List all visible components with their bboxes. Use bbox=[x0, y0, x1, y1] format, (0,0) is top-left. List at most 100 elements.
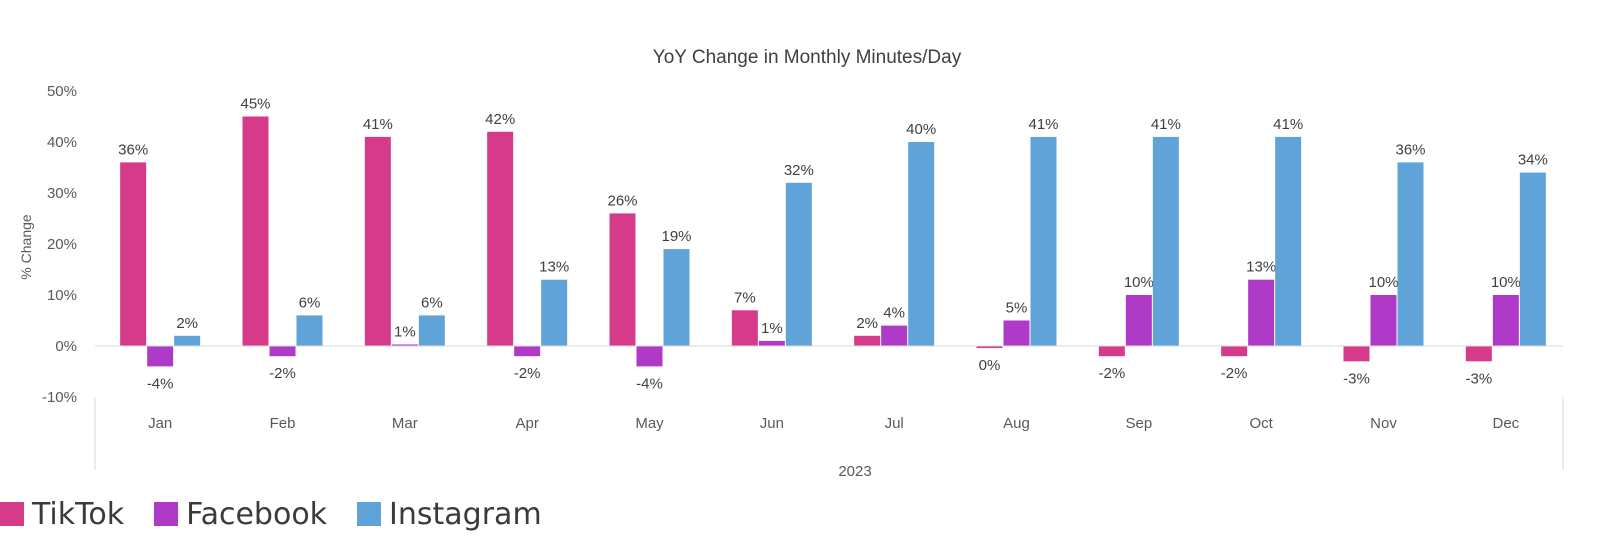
bar-tiktok-jul bbox=[854, 335, 881, 346]
data-label: 10% bbox=[1124, 274, 1154, 291]
data-label: 6% bbox=[299, 294, 321, 311]
data-label: -2% bbox=[269, 365, 296, 382]
data-label: 0% bbox=[979, 357, 1001, 374]
legend-label: Instagram bbox=[389, 496, 542, 532]
bar-instagram-jun bbox=[785, 182, 812, 346]
data-label: 2% bbox=[176, 315, 198, 332]
chart-title: YoY Change in Monthly Minutes/Day bbox=[653, 47, 962, 68]
bar-instagram-may bbox=[663, 249, 690, 346]
y-axis-title: % Change bbox=[18, 214, 34, 280]
bar-facebook-oct bbox=[1248, 279, 1275, 346]
data-label: -3% bbox=[1343, 370, 1370, 387]
bar-instagram-apr bbox=[541, 279, 568, 346]
bar-tiktok-dec bbox=[1465, 346, 1492, 362]
data-label: 13% bbox=[539, 259, 569, 276]
data-label: 2% bbox=[856, 315, 878, 332]
bar-tiktok-oct bbox=[1221, 346, 1248, 357]
y-tick-label: 10% bbox=[47, 287, 77, 304]
bar-tiktok-nov bbox=[1343, 346, 1370, 362]
data-label: 45% bbox=[240, 96, 270, 113]
data-label: -2% bbox=[514, 365, 541, 382]
data-label: 41% bbox=[1151, 116, 1181, 133]
data-label: 1% bbox=[394, 323, 416, 340]
bar-facebook-feb bbox=[269, 346, 296, 357]
legend-label: Facebook bbox=[186, 496, 328, 532]
y-tick-label: 0% bbox=[55, 338, 77, 355]
bar-instagram-jan bbox=[174, 335, 201, 346]
data-label: 13% bbox=[1246, 259, 1276, 276]
bar-instagram-feb bbox=[296, 315, 323, 346]
x-tick-label: Jul bbox=[885, 415, 904, 432]
bar-tiktok-mar bbox=[364, 136, 391, 346]
data-label: -4% bbox=[636, 375, 663, 392]
data-label: 5% bbox=[1006, 300, 1028, 317]
x-tick-label: Nov bbox=[1370, 415, 1397, 432]
data-label: 40% bbox=[906, 121, 936, 138]
bar-facebook-may bbox=[636, 346, 663, 367]
x-tick-label: Jan bbox=[148, 415, 172, 432]
data-label: 36% bbox=[118, 141, 148, 158]
y-tick-label: 50% bbox=[47, 83, 77, 100]
bar-tiktok-jun bbox=[731, 310, 758, 346]
legend: TikTok Facebook Instagram bbox=[0, 492, 572, 536]
legend-item-instagram: Instagram bbox=[357, 497, 542, 532]
bar-facebook-jan bbox=[147, 346, 174, 367]
legend-swatch bbox=[0, 502, 24, 526]
bar-instagram-sep bbox=[1152, 136, 1179, 346]
x-tick-label: May bbox=[635, 415, 664, 432]
data-label: 4% bbox=[883, 305, 905, 322]
bar-facebook-jul bbox=[881, 325, 908, 346]
y-tick-label: -10% bbox=[42, 389, 77, 406]
legend-label: TikTok bbox=[32, 496, 125, 532]
data-label: -4% bbox=[147, 375, 174, 392]
bar-instagram-dec bbox=[1519, 172, 1546, 346]
data-label: -2% bbox=[1098, 365, 1125, 382]
data-label: 7% bbox=[734, 289, 756, 306]
x-axis-group-label: 2023 bbox=[838, 463, 871, 480]
bar-instagram-oct bbox=[1275, 136, 1302, 346]
bar-tiktok-may bbox=[609, 213, 636, 346]
plot-area: 36% -4% 2% 45% -2% 6% 41% 1% 6% 42% -2% 13% 26% -4% 19… bbox=[118, 96, 1548, 393]
data-label: 10% bbox=[1491, 274, 1521, 291]
bar-facebook-apr bbox=[514, 346, 541, 357]
y-tick-label: 30% bbox=[47, 185, 77, 202]
x-tick-label: Sep bbox=[1125, 415, 1152, 432]
y-tick-label: 40% bbox=[47, 134, 77, 151]
bar-instagram-jul bbox=[908, 142, 935, 346]
x-tick-label: Mar bbox=[392, 415, 418, 432]
bar-instagram-mar bbox=[418, 315, 445, 346]
y-axis: -10% 0% 10% 20% 30% 40% 50% bbox=[42, 83, 77, 406]
bar-tiktok-aug bbox=[976, 346, 1003, 349]
data-label: 41% bbox=[363, 116, 393, 133]
bar-tiktok-feb bbox=[242, 116, 269, 346]
bar-facebook-aug bbox=[1003, 320, 1030, 346]
data-label: 26% bbox=[607, 192, 637, 209]
data-label: 36% bbox=[1395, 141, 1425, 158]
x-tick-label: Oct bbox=[1249, 415, 1273, 432]
data-label: -2% bbox=[1221, 365, 1248, 382]
x-tick-label: Dec bbox=[1492, 415, 1519, 432]
data-label: 6% bbox=[421, 294, 443, 311]
x-axis: Jan Feb Mar Apr May Jun Jul Aug Sep Oct Nov Dec bbox=[94, 345, 1564, 470]
bar-facebook-jun bbox=[758, 340, 785, 346]
data-label: 1% bbox=[761, 320, 783, 337]
bar-tiktok-sep bbox=[1098, 346, 1125, 357]
bar-facebook-dec bbox=[1492, 295, 1519, 346]
bar-instagram-nov bbox=[1397, 162, 1424, 346]
data-label: 10% bbox=[1368, 274, 1398, 291]
legend-swatch bbox=[154, 502, 179, 526]
bar-tiktok-jan bbox=[120, 162, 147, 346]
x-tick-label: Feb bbox=[270, 415, 296, 432]
bar-facebook-sep bbox=[1125, 295, 1152, 346]
data-label: 41% bbox=[1028, 116, 1058, 133]
x-tick-label: Jun bbox=[760, 415, 784, 432]
data-label: 32% bbox=[784, 162, 814, 179]
bar-tiktok-apr bbox=[487, 131, 514, 346]
bar-facebook-nov bbox=[1370, 295, 1397, 346]
data-label: 42% bbox=[485, 111, 515, 128]
y-tick-label: 20% bbox=[47, 236, 77, 253]
data-label: 19% bbox=[661, 228, 691, 245]
x-tick-label: Apr bbox=[515, 415, 538, 432]
legend-swatch bbox=[357, 502, 382, 526]
